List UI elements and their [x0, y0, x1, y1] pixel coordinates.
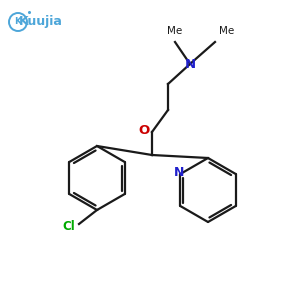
- Text: N: N: [174, 167, 184, 179]
- Text: Me: Me: [167, 26, 183, 36]
- Text: K: K: [14, 17, 22, 26]
- Text: N: N: [184, 58, 196, 70]
- Text: O: O: [138, 124, 150, 136]
- Text: Me: Me: [219, 26, 234, 36]
- Text: Kuujia: Kuujia: [19, 16, 63, 28]
- Text: Cl: Cl: [63, 220, 75, 232]
